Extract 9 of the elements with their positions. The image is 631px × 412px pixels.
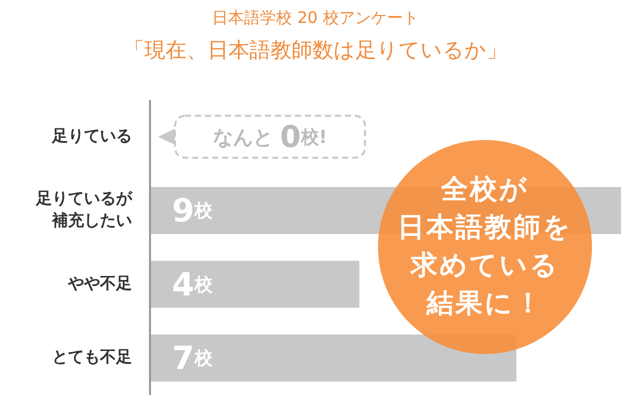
data-label: なんと 0校!: [212, 119, 328, 154]
chart-title: 日本語学校 20 校アンケート: [211, 8, 420, 29]
circle-callout: 全校が日本語教師を求めている結果に！: [378, 140, 592, 354]
chart-subtitle: 「現在、日本語教師数は足りているか」: [122, 37, 508, 64]
y-tick-label: 足りているが補充したい: [35, 189, 133, 230]
y-tick-label: 足りている: [51, 126, 132, 146]
y-tick-label: とても不足: [52, 348, 132, 366]
annotation: 全校が日本語教師を求めている結果に！: [398, 173, 572, 321]
y-tick-label: やや不足: [67, 274, 132, 293]
